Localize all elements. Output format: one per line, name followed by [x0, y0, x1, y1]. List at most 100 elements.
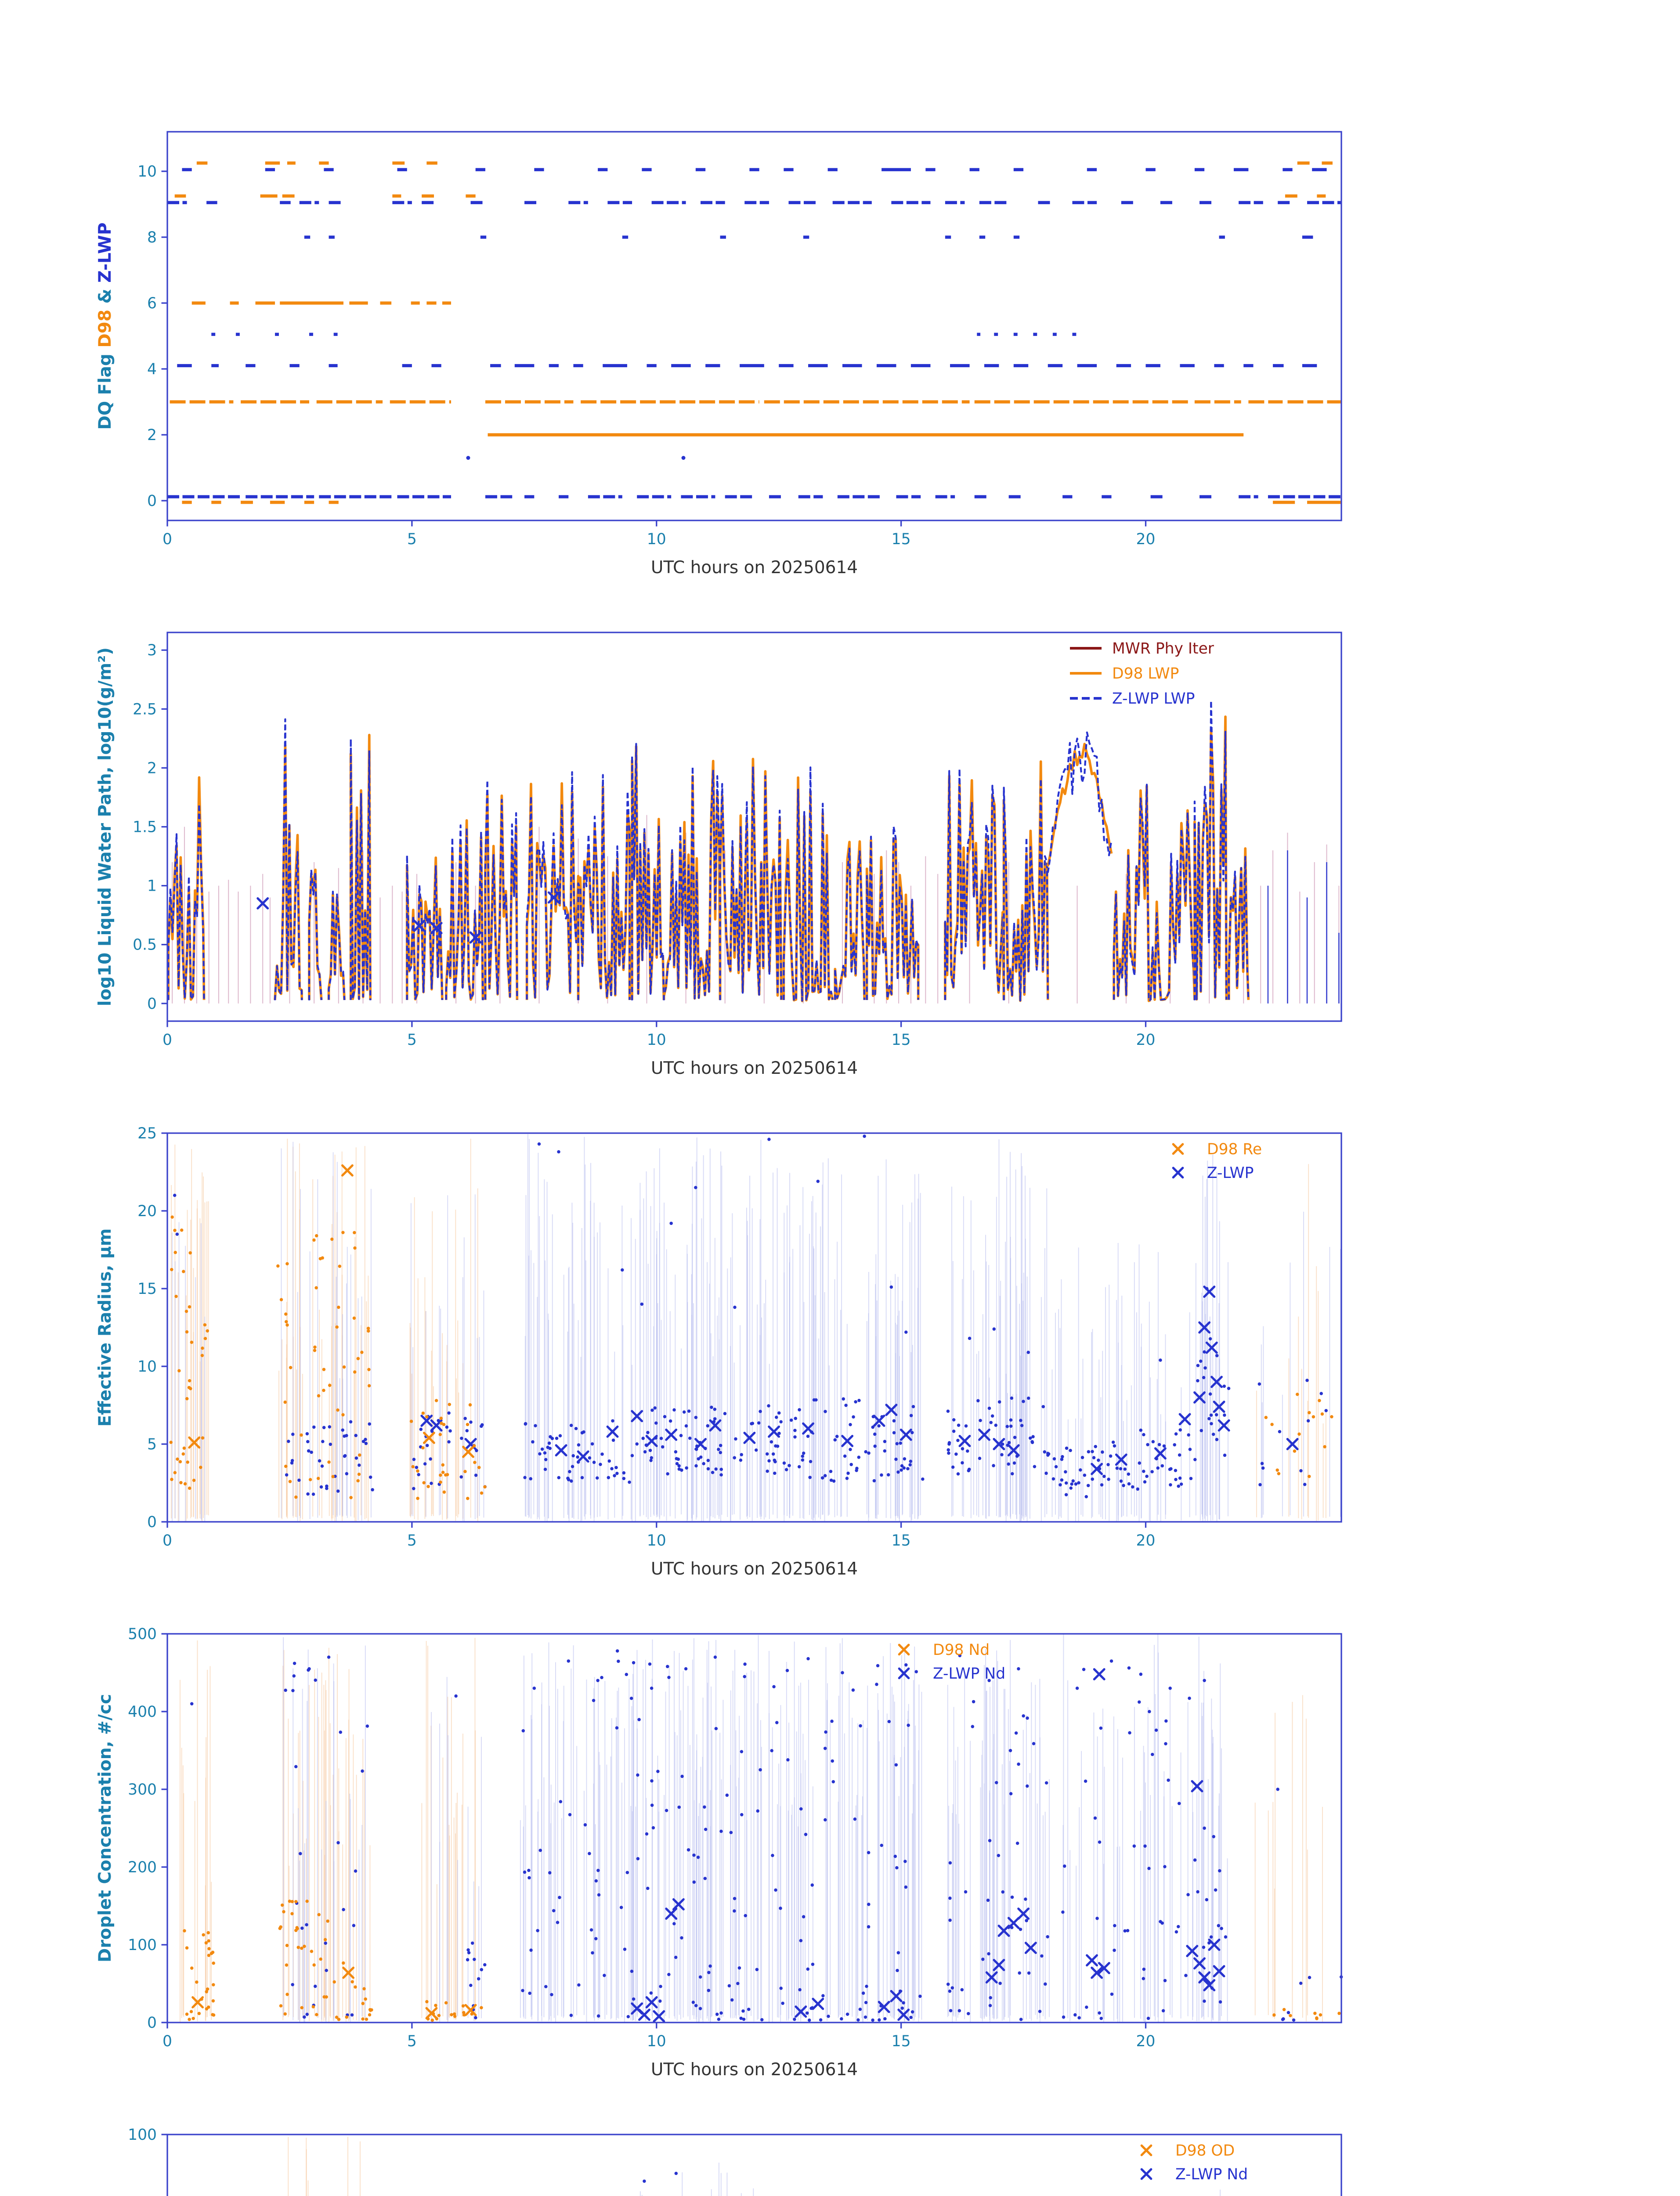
data-point-dot: [338, 1264, 342, 1268]
data-point-dot: [1289, 2014, 1292, 2017]
data-point-dot: [685, 1466, 688, 1470]
data-point-x: [1154, 1447, 1167, 1460]
data-point-dot: [987, 1679, 991, 1682]
data-point-dot: [430, 1481, 433, 1485]
data-point-dot: [733, 1909, 736, 1913]
data-point-dot: [773, 1460, 777, 1463]
data-point-dot: [350, 1980, 354, 1984]
data-point-dot: [321, 1440, 325, 1443]
data-point-dot: [439, 1416, 443, 1420]
data-point-dot: [844, 1404, 848, 1407]
data-point-dot: [287, 1440, 290, 1443]
data-point-dot: [947, 1451, 950, 1455]
data-point-dot: [674, 1450, 678, 1454]
trace-line: [167, 803, 205, 1000]
data-point-dot: [580, 1476, 584, 1480]
data-point-x: [665, 1428, 678, 1441]
data-point-dot: [1196, 1379, 1199, 1383]
data-point-dot: [203, 1323, 207, 1327]
data-point-dot: [1119, 1467, 1123, 1470]
data-point-dot: [1214, 1413, 1218, 1416]
data-point-dot: [367, 1384, 371, 1387]
data-point-dot: [178, 1460, 182, 1463]
trace-line: [834, 840, 866, 1000]
data-point-dot: [337, 2018, 341, 2021]
data-point-dot: [354, 1434, 358, 1438]
data-point-dot: [686, 1848, 690, 1852]
data-point-dot: [719, 1444, 723, 1447]
data-point-dot: [956, 1438, 960, 1442]
data-point-dot: [733, 1897, 737, 1900]
data-point-dot: [438, 1433, 442, 1436]
data-point-dot: [704, 1828, 708, 1831]
data-point-dot: [988, 2004, 992, 2008]
data-point-dot: [188, 1305, 191, 1309]
data-point-dot: [1313, 2012, 1317, 2015]
data-point-dot: [1282, 2008, 1286, 2012]
data-point-dot: [806, 1967, 810, 1971]
data-point-dot: [887, 1719, 891, 1723]
data-point-dot: [1208, 1392, 1212, 1396]
data-point-dot: [1174, 1469, 1178, 1472]
data-point-dot: [291, 1432, 295, 1436]
data-point-dot: [200, 1354, 204, 1358]
data-point-dot: [307, 1449, 311, 1453]
data-point-dot: [368, 2013, 372, 2017]
data-point-dot: [621, 1268, 624, 1272]
data-point-dot: [1184, 1974, 1188, 1977]
data-point-dot: [369, 1475, 372, 1479]
data-point-dot: [582, 1430, 585, 1434]
data-point-dot: [819, 2018, 823, 2022]
data-point-dot: [421, 1446, 425, 1450]
data-point-x: [1172, 1143, 1184, 1155]
data-point-dot: [425, 1415, 429, 1419]
data-point-dot: [365, 1724, 369, 1728]
data-point-dot: [698, 2007, 702, 2010]
data-point-dot: [1060, 1478, 1064, 1482]
data-point-dot: [914, 1670, 918, 1673]
data-point-dot: [447, 1440, 451, 1444]
data-point-dot: [1224, 1935, 1228, 1939]
legend-label: Z-LWP Nd: [933, 1665, 1005, 1683]
data-point-dot: [356, 1479, 360, 1483]
data-point-dot: [279, 1298, 283, 1301]
data-point-dot: [827, 2015, 830, 2018]
data-point-dot: [799, 1939, 803, 1943]
data-point-dot: [1143, 1480, 1147, 1484]
data-point-dot: [1217, 1924, 1221, 1928]
data-point-dot: [775, 1721, 779, 1724]
trace-line: [834, 847, 866, 1000]
data-point-dot: [1272, 2013, 1276, 2017]
data-point-dot: [1187, 1433, 1190, 1437]
data-point-dot: [1127, 1472, 1131, 1476]
data-point-dot: [345, 1472, 349, 1476]
data-point-dot: [1318, 1399, 1321, 1402]
data-point-x: [191, 1996, 204, 2008]
data-point-dot: [1169, 1483, 1172, 1487]
data-point-dot: [774, 1444, 777, 1448]
data-point-dot: [1077, 2016, 1081, 2019]
data-point-dot: [694, 1464, 698, 1468]
data-point-dot: [628, 1480, 631, 1484]
data-point-x: [1091, 1463, 1103, 1475]
data-point-dot: [997, 1853, 1001, 1857]
data-point-dot: [650, 1803, 654, 1807]
data-point-dot: [646, 1886, 650, 1890]
data-point-dot: [911, 1405, 915, 1409]
data-point-dot: [824, 1410, 827, 1413]
data-point-dot: [317, 1394, 321, 1398]
data-point-dot: [622, 1477, 626, 1481]
data-point-dot: [290, 1912, 294, 1915]
data-point-dot: [661, 1445, 665, 1449]
data-point-dot: [1275, 1468, 1279, 1472]
data-point-dot: [1260, 1462, 1264, 1465]
data-point-dot: [195, 1980, 199, 1984]
data-point-dot: [207, 1939, 210, 1943]
data-point-dot: [979, 1419, 982, 1423]
data-point-dot: [1143, 1844, 1147, 1848]
data-point-dot: [802, 1915, 806, 1918]
data-point-dot: [595, 1476, 599, 1480]
data-point-dot: [430, 2018, 434, 2022]
data-point-dot: [987, 1406, 991, 1410]
data-point-dot: [540, 1447, 544, 1451]
